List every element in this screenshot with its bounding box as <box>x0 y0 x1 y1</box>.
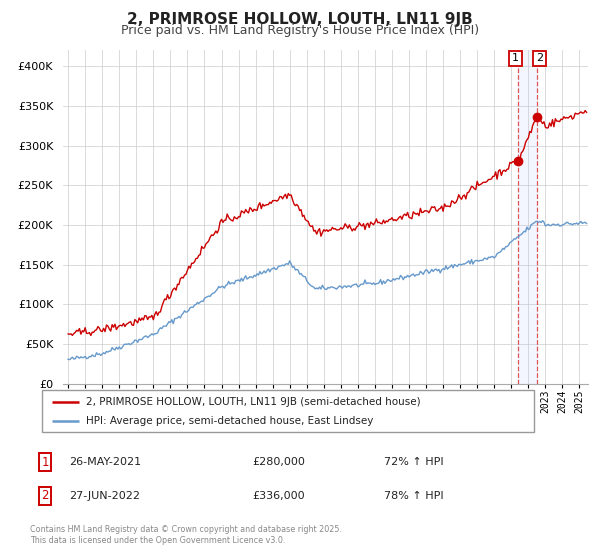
Text: 1: 1 <box>512 53 519 63</box>
Text: 1: 1 <box>41 455 49 469</box>
Text: 2, PRIMROSE HOLLOW, LOUTH, LN11 9JB (semi-detached house): 2, PRIMROSE HOLLOW, LOUTH, LN11 9JB (sem… <box>86 396 421 407</box>
Text: 72% ↑ HPI: 72% ↑ HPI <box>384 457 443 467</box>
Text: 27-JUN-2022: 27-JUN-2022 <box>69 491 140 501</box>
Text: HPI: Average price, semi-detached house, East Lindsey: HPI: Average price, semi-detached house,… <box>86 416 374 426</box>
Text: 78% ↑ HPI: 78% ↑ HPI <box>384 491 443 501</box>
Text: 26-MAY-2021: 26-MAY-2021 <box>69 457 141 467</box>
Text: Contains HM Land Registry data © Crown copyright and database right 2025.
This d: Contains HM Land Registry data © Crown c… <box>30 525 342 545</box>
Text: 2: 2 <box>41 489 49 502</box>
Text: 2: 2 <box>536 53 543 63</box>
Text: £280,000: £280,000 <box>252 457 305 467</box>
Bar <box>518 50 536 384</box>
Text: £336,000: £336,000 <box>252 491 305 501</box>
Text: 2, PRIMROSE HOLLOW, LOUTH, LN11 9JB: 2, PRIMROSE HOLLOW, LOUTH, LN11 9JB <box>127 12 473 27</box>
Text: Price paid vs. HM Land Registry's House Price Index (HPI): Price paid vs. HM Land Registry's House … <box>121 24 479 36</box>
